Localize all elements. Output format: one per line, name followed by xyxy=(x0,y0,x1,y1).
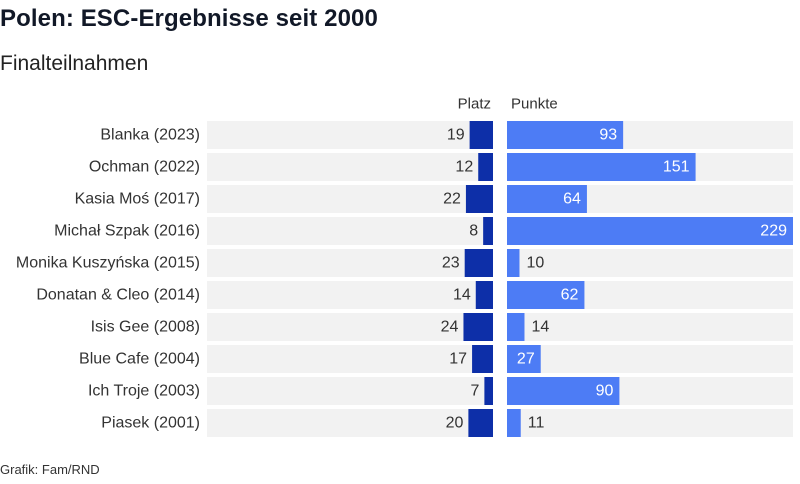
data-label-platz: 12 xyxy=(455,159,473,176)
category-label: Blue Cafe (2004) xyxy=(79,351,200,368)
row-background-punkte xyxy=(507,249,793,277)
bar-platz xyxy=(484,377,493,405)
row-background-platz xyxy=(207,185,493,213)
bar-punkte xyxy=(507,121,624,149)
column-header-platz: Platz xyxy=(458,96,491,113)
column-header-punkte: Punkte xyxy=(511,96,558,113)
bar-platz xyxy=(475,281,493,309)
bar-platz xyxy=(463,313,493,341)
data-label-platz: 7 xyxy=(470,383,479,400)
bar-punkte xyxy=(507,249,520,277)
data-label-platz: 20 xyxy=(446,415,464,432)
category-label: Blanka (2023) xyxy=(100,127,200,144)
row-background-punkte xyxy=(507,345,793,373)
data-label-platz: 22 xyxy=(443,191,461,208)
bar-punkte xyxy=(507,377,620,405)
row-background-platz xyxy=(207,121,493,149)
data-label-punkte: 10 xyxy=(526,255,544,272)
data-label-platz: 23 xyxy=(442,255,460,272)
data-label-punkte: 229 xyxy=(760,223,787,240)
bar-platz xyxy=(478,153,493,181)
data-label-punkte: 93 xyxy=(599,127,617,144)
bar-platz xyxy=(464,249,493,277)
data-label-platz: 8 xyxy=(469,223,478,240)
data-label-punkte: 151 xyxy=(663,159,690,176)
row-background-platz xyxy=(207,281,493,309)
category-label: Donatan & Cleo (2014) xyxy=(36,287,200,304)
data-label-punkte: 27 xyxy=(517,351,535,368)
row-background-punkte xyxy=(507,409,793,437)
row-background-platz xyxy=(207,313,493,341)
row-background-punkte xyxy=(507,313,793,341)
category-label: Isis Gee (2008) xyxy=(91,319,200,336)
category-label: Ochman (2022) xyxy=(89,159,200,176)
row-background-platz xyxy=(207,249,493,277)
bar-punkte xyxy=(507,153,696,181)
bar-platz xyxy=(472,345,493,373)
data-label-punkte: 11 xyxy=(528,415,545,432)
category-label: Monika Kuszyńska (2015) xyxy=(16,255,200,272)
bar-platz xyxy=(469,121,493,149)
bar-punkte xyxy=(507,185,587,213)
chart-title: Polen: ESC-Ergebnisse seit 2000 xyxy=(0,5,378,32)
data-label-platz: 19 xyxy=(447,127,465,144)
bar-punkte xyxy=(507,345,541,373)
category-label: Ich Troje (2003) xyxy=(88,383,200,400)
data-label-punkte: 62 xyxy=(561,287,579,304)
bar-punkte xyxy=(507,281,585,309)
row-background-platz xyxy=(207,377,493,405)
bar-punkte xyxy=(507,409,521,437)
data-label-platz: 17 xyxy=(449,351,467,368)
category-label: Michał Szpak (2016) xyxy=(54,223,200,240)
category-label: Piasek (2001) xyxy=(101,415,200,432)
bar-punkte xyxy=(507,313,525,341)
bar-punkte xyxy=(507,217,793,245)
data-label-platz: 14 xyxy=(453,287,471,304)
data-label-punkte: 64 xyxy=(563,191,581,208)
row-background-platz xyxy=(207,409,493,437)
bar-platz xyxy=(465,185,493,213)
chart-subtitle: Finalteilnahmen xyxy=(0,52,149,75)
bar-platz xyxy=(468,409,493,437)
data-label-punkte: 14 xyxy=(531,319,549,336)
data-label-platz: 24 xyxy=(441,319,459,336)
category-label: Kasia Moś (2017) xyxy=(75,191,200,208)
bar-platz xyxy=(483,217,493,245)
data-label-punkte: 90 xyxy=(596,383,614,400)
row-background-platz xyxy=(207,217,493,245)
row-background-platz xyxy=(207,153,493,181)
row-background-platz xyxy=(207,345,493,373)
source-note: Grafik: Fam/RND xyxy=(0,462,100,477)
